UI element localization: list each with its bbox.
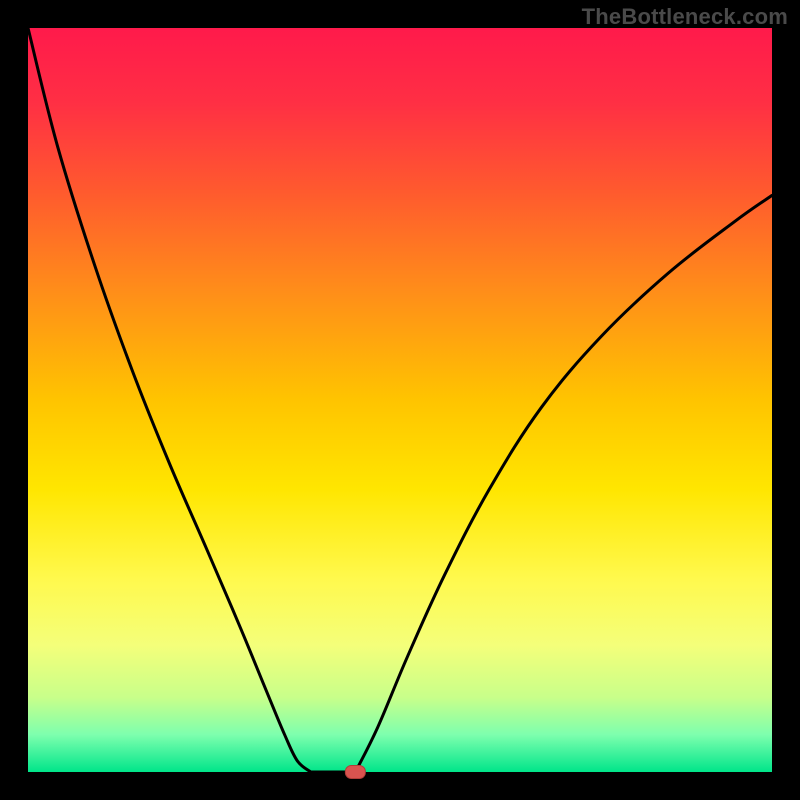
optimal-point-marker xyxy=(345,766,365,779)
chart-frame: TheBottleneck.com xyxy=(0,0,800,800)
watermark-label: TheBottleneck.com xyxy=(582,4,788,30)
plot-area xyxy=(28,28,772,772)
bottleneck-chart xyxy=(0,0,800,800)
